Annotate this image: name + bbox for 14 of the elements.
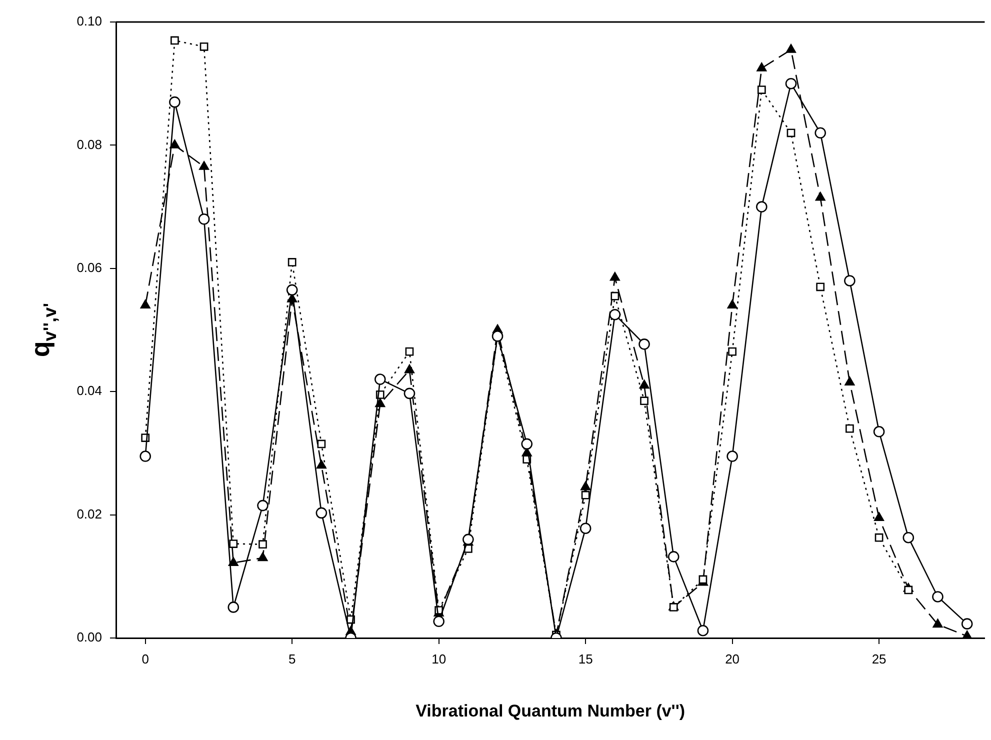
x-tick-label: 25 [872, 651, 886, 666]
y-axis-title: qv'',v' [25, 302, 60, 358]
y-tick-label: 0.08 [76, 136, 102, 152]
x-axis-title: Vibrational Quantum Number (v'') [416, 702, 686, 721]
x-tick-label: 15 [578, 651, 593, 666]
x-tick-label: 0 [142, 651, 149, 666]
y-tick-label: 0.10 [76, 14, 102, 29]
y-tick-label: 0.06 [76, 260, 102, 275]
y-tick-label: 0.04 [76, 383, 102, 398]
y-tick-label: 0.02 [76, 506, 102, 522]
x-tick-label: 5 [288, 651, 296, 666]
x-tick-label: 10 [432, 651, 446, 666]
x-tick-label: 20 [725, 651, 740, 666]
y-tick-label: 0.00 [76, 630, 102, 645]
